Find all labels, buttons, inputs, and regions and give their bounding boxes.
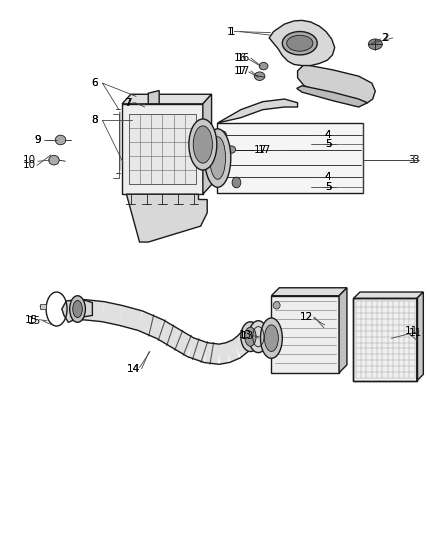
Bar xyxy=(272,296,339,373)
Polygon shape xyxy=(218,343,229,364)
Text: 1: 1 xyxy=(226,27,233,37)
Text: 4: 4 xyxy=(325,172,332,182)
Ellipse shape xyxy=(265,325,279,351)
Text: 17: 17 xyxy=(254,144,267,155)
Polygon shape xyxy=(272,288,347,296)
Ellipse shape xyxy=(259,62,268,70)
Ellipse shape xyxy=(227,146,236,154)
Text: 2: 2 xyxy=(381,33,388,43)
Polygon shape xyxy=(417,292,424,381)
Bar xyxy=(40,304,46,309)
Polygon shape xyxy=(225,340,239,362)
Ellipse shape xyxy=(49,156,59,165)
Text: 9: 9 xyxy=(35,135,41,145)
Text: 14: 14 xyxy=(127,364,141,374)
Polygon shape xyxy=(74,299,88,320)
Text: 6: 6 xyxy=(91,78,98,88)
Text: 13: 13 xyxy=(239,329,252,340)
Ellipse shape xyxy=(219,131,226,139)
Polygon shape xyxy=(102,302,122,325)
Polygon shape xyxy=(119,305,142,330)
Text: 6: 6 xyxy=(91,78,98,88)
Bar xyxy=(353,298,417,381)
Ellipse shape xyxy=(273,302,280,309)
Bar xyxy=(217,123,363,193)
Polygon shape xyxy=(188,337,208,362)
Text: 1: 1 xyxy=(229,27,235,37)
Polygon shape xyxy=(172,329,194,357)
Ellipse shape xyxy=(287,35,313,51)
Text: 5: 5 xyxy=(325,182,332,192)
Polygon shape xyxy=(297,86,367,107)
Text: 4: 4 xyxy=(325,130,332,140)
Polygon shape xyxy=(203,94,212,194)
Polygon shape xyxy=(138,311,163,339)
Polygon shape xyxy=(62,300,92,322)
Text: 11: 11 xyxy=(404,326,418,336)
Text: 16: 16 xyxy=(234,53,247,63)
Polygon shape xyxy=(156,320,179,348)
Ellipse shape xyxy=(283,31,317,55)
Ellipse shape xyxy=(219,173,226,181)
Text: 5: 5 xyxy=(325,182,332,192)
Polygon shape xyxy=(148,91,159,104)
Text: 14: 14 xyxy=(127,364,141,374)
Bar xyxy=(129,115,196,183)
Polygon shape xyxy=(122,94,212,104)
Text: 7: 7 xyxy=(124,98,131,108)
Text: 17: 17 xyxy=(258,144,271,155)
Text: 3: 3 xyxy=(408,155,414,165)
Ellipse shape xyxy=(189,119,217,170)
Text: 12: 12 xyxy=(300,312,313,322)
Text: 3: 3 xyxy=(412,155,419,165)
Text: 10: 10 xyxy=(22,160,35,171)
Polygon shape xyxy=(127,194,207,242)
Ellipse shape xyxy=(55,135,66,145)
Polygon shape xyxy=(232,335,247,357)
Text: 12: 12 xyxy=(300,312,313,322)
Text: 17: 17 xyxy=(237,66,250,76)
Ellipse shape xyxy=(254,72,265,80)
Ellipse shape xyxy=(210,137,226,179)
Text: 13: 13 xyxy=(241,330,254,341)
Polygon shape xyxy=(353,292,424,298)
Ellipse shape xyxy=(241,322,260,352)
Polygon shape xyxy=(269,20,335,66)
Text: 16: 16 xyxy=(237,53,250,63)
Polygon shape xyxy=(339,288,347,373)
Ellipse shape xyxy=(193,126,212,163)
Ellipse shape xyxy=(245,327,256,346)
Text: 2: 2 xyxy=(382,33,389,43)
Ellipse shape xyxy=(232,177,241,188)
Polygon shape xyxy=(87,300,104,322)
Text: 10: 10 xyxy=(22,155,35,165)
Text: 7: 7 xyxy=(125,98,131,108)
Bar xyxy=(122,104,203,194)
Text: 5: 5 xyxy=(325,139,332,149)
Text: 9: 9 xyxy=(35,135,41,145)
Text: 15: 15 xyxy=(25,314,38,325)
Polygon shape xyxy=(237,329,255,351)
Polygon shape xyxy=(297,64,375,103)
Ellipse shape xyxy=(73,301,82,318)
Text: 11: 11 xyxy=(409,328,422,338)
Text: 4: 4 xyxy=(325,172,332,182)
Polygon shape xyxy=(218,99,297,123)
Bar xyxy=(353,298,417,381)
Ellipse shape xyxy=(249,321,268,353)
Text: 4: 4 xyxy=(325,130,332,140)
Ellipse shape xyxy=(205,129,231,187)
Text: 17: 17 xyxy=(234,66,247,76)
Text: 8: 8 xyxy=(91,115,98,125)
Ellipse shape xyxy=(261,318,283,358)
Text: 5: 5 xyxy=(325,139,332,149)
Text: 8: 8 xyxy=(91,115,98,125)
Ellipse shape xyxy=(368,39,382,50)
Text: 15: 15 xyxy=(28,316,41,326)
Polygon shape xyxy=(205,343,220,364)
Ellipse shape xyxy=(70,296,85,322)
